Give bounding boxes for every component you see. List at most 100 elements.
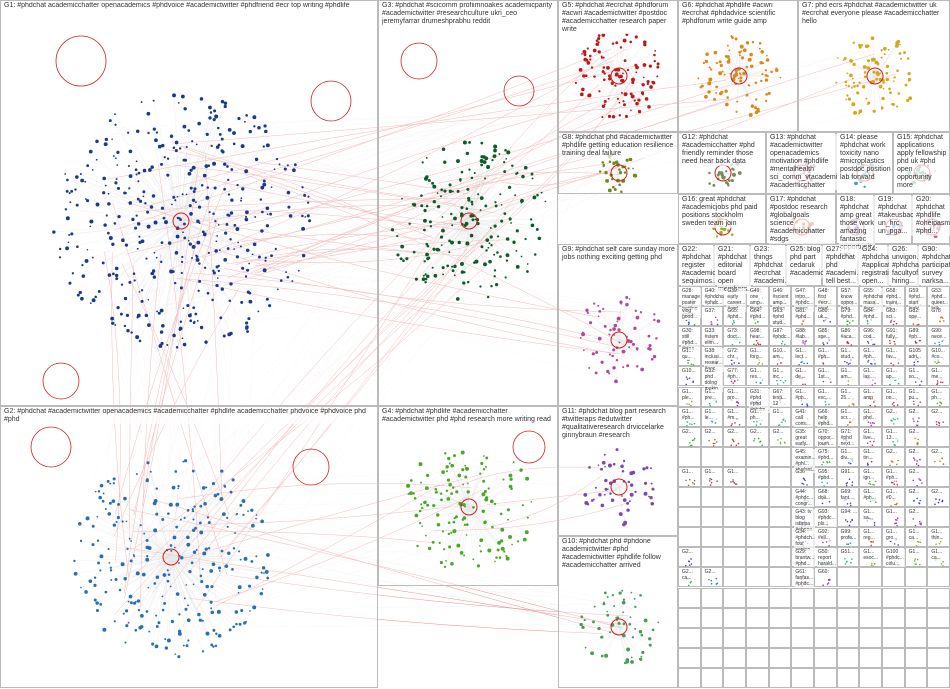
panel-label: G9: #phdchat self care sunday more jobs …: [561, 246, 677, 262]
tiny-panel-label: G1... am...: [840, 368, 859, 380]
tiny-panel: [859, 608, 882, 628]
tiny-panel: [814, 648, 837, 668]
tiny-panel-label: G83: sci...: [885, 308, 904, 320]
tiny-panel: G1... las...: [859, 366, 882, 386]
tiny-panel-label: G1... 13...: [885, 429, 904, 441]
panel-label: G7: phd ecrs #phdchat #academictwitter u…: [801, 2, 949, 26]
tiny-panel-label: G1... ple...: [681, 389, 700, 401]
panel-label: G17: #phdchat #postdoc research #globalg…: [769, 196, 835, 244]
tiny-panel: [769, 608, 792, 628]
tiny-panel-label: G37:: [704, 308, 717, 314]
tiny-panel: [769, 567, 792, 587]
tiny-panel: [814, 628, 837, 648]
tiny-panel-label: G2...: [908, 449, 921, 455]
tiny-panel: G1... 13...: [882, 427, 905, 447]
tiny-panel: G31: #phd #phd #phdm...: [746, 387, 769, 407]
tiny-panel: G49: one amp... thank: [746, 286, 769, 306]
tiny-panel-label: G60:: [817, 569, 830, 575]
tiny-panel: [723, 447, 746, 467]
tiny-panel: G60:: [814, 567, 837, 587]
tiny-panel: G1... phd...: [859, 407, 882, 427]
tiny-panel-label: G2...: [681, 429, 694, 435]
tiny-panel: G1... ca...: [905, 527, 928, 547]
tiny-panel: [678, 487, 701, 507]
tiny-panel: [746, 648, 769, 668]
tiny-panel: [678, 588, 701, 608]
tiny-panel: [769, 447, 792, 467]
tiny-panel-label: G2...: [772, 429, 785, 435]
tiny-panel: G57: know oppor... #gla...: [837, 286, 860, 306]
panel-g20: G20: #phdchat #phdlife #oheipasm #phd...: [912, 194, 950, 244]
tiny-panel: [723, 487, 746, 507]
tiny-panel-label: G86: #aca...: [840, 328, 859, 340]
tiny-panel-label: G1... phd...: [862, 409, 881, 421]
tiny-panel: G96: cod...: [859, 326, 882, 346]
tiny-panel: [746, 527, 769, 547]
tiny-panel: [791, 628, 814, 648]
tiny-panel-label: G1... pro...: [726, 389, 745, 401]
tiny-panel: G2...: [882, 407, 905, 427]
panel-g1: G1: #phdchat academicchatter openacademi…: [0, 0, 378, 406]
tiny-panel-label: G2...: [930, 409, 943, 415]
tiny-panel: G2...: [723, 427, 746, 447]
tiny-panel-label: G2...: [704, 569, 717, 575]
tiny-panel: G43: tv blog isbnpa #ebnpa...: [791, 507, 814, 527]
tiny-panel-label: G89: #ph...: [908, 328, 927, 340]
tiny-panel: G1... scr...: [837, 407, 860, 427]
tiny-panel: G2...: [905, 467, 928, 487]
tiny-panel: [905, 668, 928, 688]
panel-g8: G8: #phdchat phd #academictwitter #phdli…: [558, 132, 678, 194]
tiny-panel: G1... thin...: [927, 527, 950, 547]
tiny-panel: G1... ap...: [882, 366, 905, 386]
panel-label: G27: #phdchat phd #academi... tell best.…: [825, 246, 859, 286]
panel-label: G23: things #phdchat #ecrchat #academi..…: [753, 246, 787, 286]
tiny-panel: [927, 668, 950, 688]
panel-g9: G9: #phdchat self care sunday more jobs …: [558, 244, 678, 406]
tiny-panel: G93: #phdc... pls...: [814, 507, 837, 527]
tiny-panel: [701, 648, 724, 668]
tiny-panel: G1... #ph...: [814, 346, 837, 366]
tiny-panel-label: G2...: [704, 429, 717, 435]
tiny-panel-label: G93: #phdc... pls...: [817, 509, 837, 527]
tiny-panel-label: G77: #ph...: [726, 368, 745, 380]
panel-g13: G13: #phdchat #academictwitter openacade…: [766, 132, 836, 194]
tiny-panel-label: G1... thin...: [930, 529, 949, 541]
tiny-panel: G2...: [905, 487, 928, 507]
panel-label: G25: blog phd part cedaruk #academic...: [789, 246, 823, 278]
tiny-panel-label: G67: texti... 12: [772, 389, 791, 407]
tiny-panel: G61: fanfas... #phdc...: [791, 567, 814, 587]
panel-g16: G16: great #phdchat #academicjobs phd pa…: [678, 194, 766, 244]
tiny-panel: G1... ph...: [927, 387, 950, 407]
tiny-panel: [905, 648, 928, 668]
tiny-panel: G2...: [905, 507, 928, 527]
tiny-panel-label: G81: #phd...: [794, 308, 813, 320]
panel-g17: G17: #phdchat #postdoc research #globalg…: [766, 194, 836, 244]
tiny-panel-label: G2...: [908, 409, 921, 415]
panel-g27: G27: #phdchat phd #academi... tell best.…: [822, 244, 858, 286]
tiny-panel: [859, 567, 882, 587]
tiny-panel-label: G2...: [908, 469, 921, 475]
tiny-panel-label: G98: hear...: [749, 328, 768, 340]
tiny-panel: G99: profe...: [837, 527, 860, 547]
tiny-panel-label: G40: #phdchat #phdc...: [704, 288, 725, 306]
tiny-panel-label: G66: help #phd...: [817, 409, 836, 427]
tiny-panel: G1... me...: [927, 366, 950, 386]
tiny-panel: [678, 628, 701, 648]
tiny-panel: [701, 628, 724, 648]
tiny-panel: G1... res...: [746, 366, 769, 386]
tiny-panel: [678, 608, 701, 628]
tiny-panel-label: G2...: [930, 489, 943, 495]
tiny-panel: [859, 648, 882, 668]
tiny-panel: [927, 628, 950, 648]
tiny-panel-label: G1... forg...: [749, 348, 768, 360]
tiny-panel-label: G1... le...: [704, 409, 723, 421]
tiny-panel: G1... fav...: [882, 346, 905, 366]
tiny-panel: [791, 648, 814, 668]
tiny-panel: [746, 608, 769, 628]
tiny-panel-label: G105 adri...: [908, 348, 927, 360]
tiny-panel: [905, 567, 928, 587]
tiny-panel: G1... div...: [837, 447, 860, 467]
tiny-panel-label: G1...: [908, 549, 921, 555]
tiny-panel-label: G73: doct...: [726, 328, 745, 340]
tiny-panel: [769, 588, 792, 608]
